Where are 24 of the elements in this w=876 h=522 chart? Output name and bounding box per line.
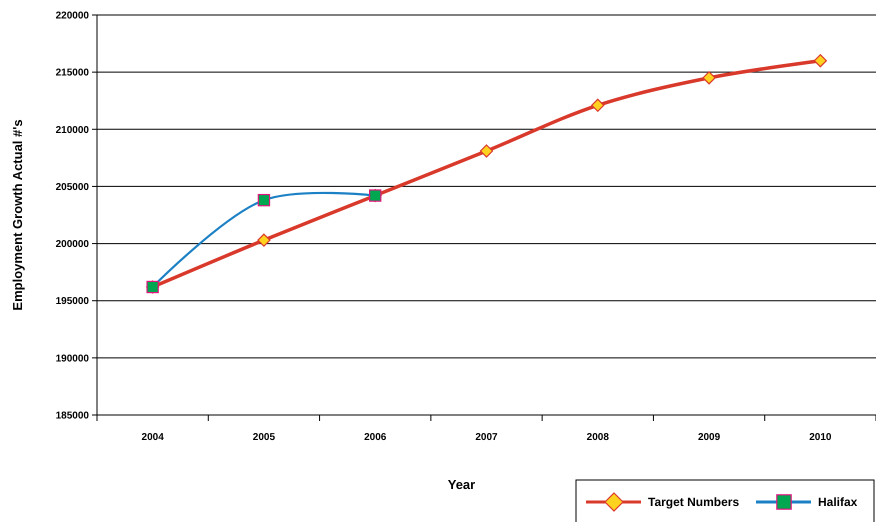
x-axis-title: Year [448,477,476,492]
point [480,144,494,158]
y-axis-title: Employment Growth Actual #'s [10,119,25,311]
y-tick-label: 195000 [56,296,90,308]
legend-label: Halifax [818,495,858,510]
y-tick-label: 215000 [56,68,90,79]
x-tick-label: 2004 [142,432,164,443]
x-tick-label: 2010 [809,432,832,443]
y-tick-label: 220000 [56,10,90,22]
point [591,98,604,112]
x-tick-label: 2008 [586,432,610,443]
x-tick-label: 2007 [475,432,498,443]
y-tick-label: 200000 [56,239,90,250]
y-tick-label: 190000 [56,353,90,364]
y-tick-label: 205000 [56,182,90,193]
point [257,234,271,247]
point [814,54,827,68]
legend-label: Target Numbers [648,495,740,510]
x-tick-label: 2006 [364,432,387,443]
y-tick-label: 210000 [56,124,90,136]
y-tick-label: 185000 [56,410,90,422]
point [702,71,716,84]
x-tick-label: 2009 [698,432,721,443]
x-tick-label: 2005 [252,432,276,443]
